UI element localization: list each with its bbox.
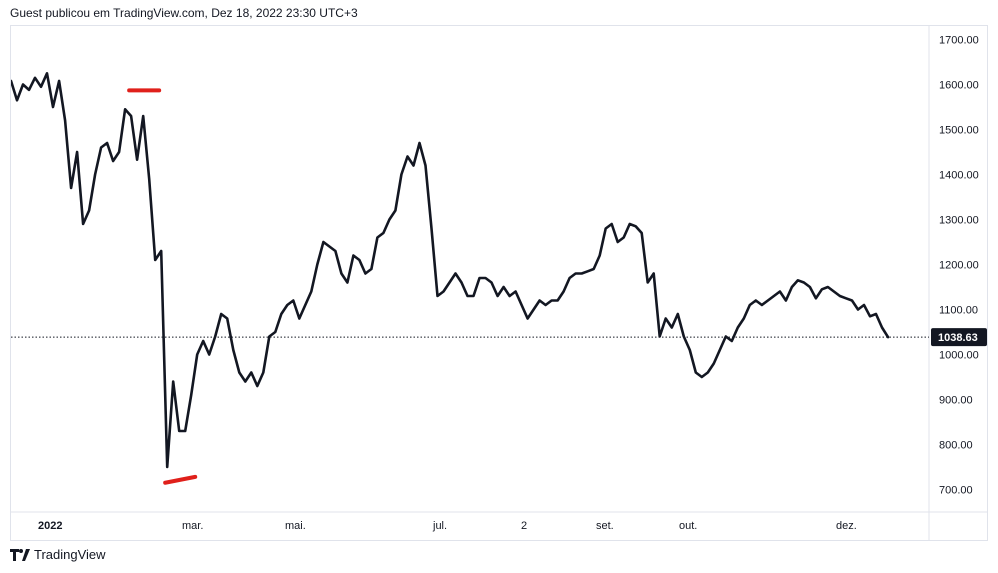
x-tick-label: set. <box>596 520 614 532</box>
x-tick-label: mar. <box>182 520 203 532</box>
y-tick-label: 900.00 <box>939 395 973 407</box>
last-price-label: 1038.63 <box>938 332 978 344</box>
y-tick-label: 1300.00 <box>939 215 979 227</box>
x-tick-label: mai. <box>285 520 306 532</box>
y-tick-label: 1600.00 <box>939 80 979 92</box>
y-tick-label: 1500.00 <box>939 125 979 137</box>
brand-name: TradingView <box>34 547 106 562</box>
chart-panel[interactable]: 1700.00 1600.00 1500.00 1400.00 1300.00 1200.… <box>10 25 988 541</box>
red-annotation-mark[interactable] <box>163 474 198 485</box>
publisher-caption: Guest publicou em TradingView.com, Dez 1… <box>10 6 358 20</box>
y-tick-label: 700.00 <box>939 485 973 497</box>
footer-branding[interactable]: TradingView <box>10 547 106 562</box>
x-tick-label: dez. <box>836 520 857 532</box>
last-price-badge <box>931 328 987 347</box>
y-tick-label: 1000.00 <box>939 350 979 362</box>
x-tick-label: 2022 <box>38 520 62 532</box>
y-tick-label: 1100.00 <box>939 305 978 317</box>
y-tick-label: 1200.00 <box>939 260 979 272</box>
x-tick-label: jul. <box>432 520 447 532</box>
tradingview-logo-icon <box>10 548 30 561</box>
y-tick-label: 1400.00 <box>939 170 979 182</box>
x-tick-label: 2 <box>521 520 527 532</box>
x-tick-label: out. <box>679 520 697 532</box>
y-tick-label: 800.00 <box>939 440 973 452</box>
y-tick-label: 1700.00 <box>939 35 979 47</box>
price-line-series[interactable] <box>11 72 890 469</box>
price-chart[interactable]: 1700.00 1600.00 1500.00 1400.00 1300.00 1200.… <box>11 26 987 540</box>
